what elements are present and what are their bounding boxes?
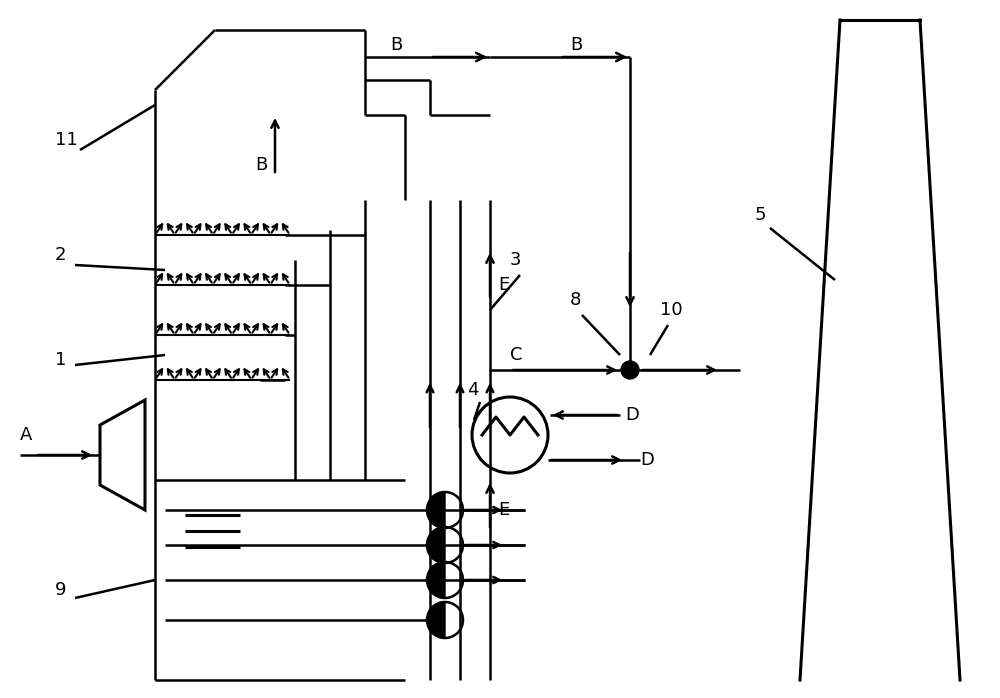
- Wedge shape: [427, 527, 445, 563]
- Text: B: B: [390, 36, 402, 54]
- Text: E: E: [498, 276, 509, 294]
- Text: 3: 3: [510, 251, 522, 269]
- Text: E: E: [498, 501, 509, 519]
- Wedge shape: [427, 562, 445, 598]
- Text: 1: 1: [55, 351, 66, 369]
- Text: C: C: [510, 346, 522, 364]
- Text: B: B: [570, 36, 582, 54]
- Text: 11: 11: [55, 131, 78, 149]
- Text: B: B: [255, 156, 267, 174]
- Text: 10: 10: [660, 301, 683, 319]
- Text: D: D: [640, 451, 654, 469]
- Text: 9: 9: [55, 581, 66, 599]
- Text: 8: 8: [570, 291, 581, 309]
- Text: A: A: [20, 426, 32, 444]
- Circle shape: [621, 361, 639, 379]
- Wedge shape: [427, 492, 445, 528]
- Text: 5: 5: [755, 206, 767, 224]
- Text: 2: 2: [55, 246, 66, 264]
- Text: D: D: [625, 406, 639, 424]
- Text: 4: 4: [467, 381, 479, 399]
- Wedge shape: [427, 602, 445, 638]
